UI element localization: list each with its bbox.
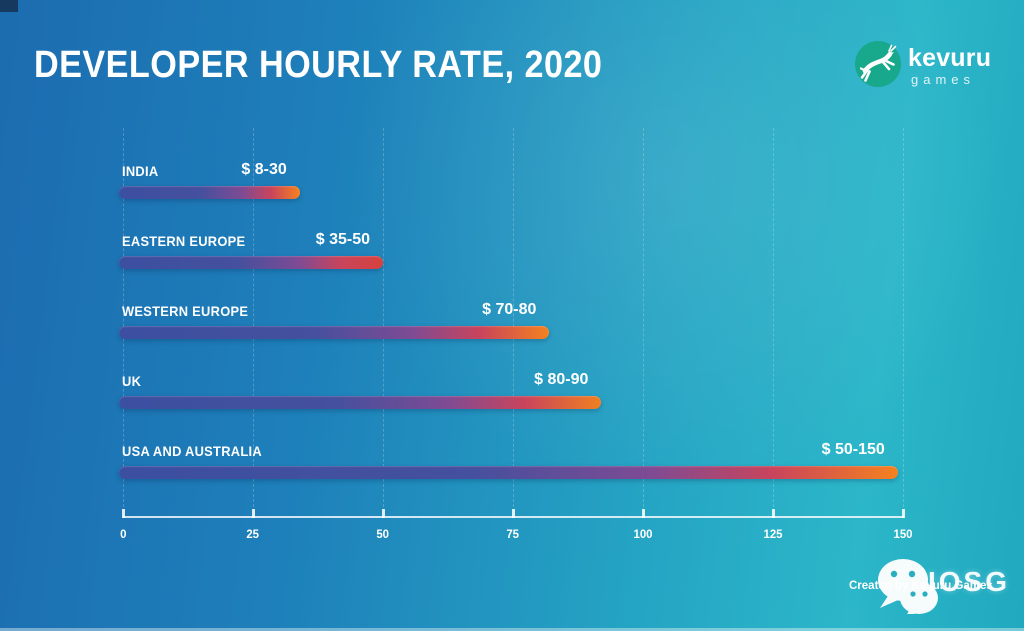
axis-tick-label-100: 100: [633, 527, 653, 541]
gridline-25: [253, 128, 254, 517]
logo-circle: [855, 41, 901, 87]
bar-usa-and-australia: [119, 466, 898, 479]
corner-accent: [0, 0, 18, 12]
gridline-100: [643, 128, 644, 517]
axis-tick-50: [381, 509, 385, 518]
axis-tick-0: [121, 509, 125, 518]
axis-tick-100: [641, 509, 645, 518]
page-title: DEVELOPER HOURLY RATE, 2020: [34, 44, 666, 87]
page-title-text: DEVELOPER HOURLY RATE, 2020: [34, 44, 603, 86]
brand-subtitle: games: [911, 72, 976, 87]
axis-tick-125: [771, 509, 775, 518]
category-label-india: INDIA: [122, 163, 159, 179]
value-label-western-europe: $ 70-80: [482, 301, 537, 318]
bar-eastern-europe: [119, 256, 383, 269]
watermark-label: IOSG: [928, 566, 1011, 597]
wechat-icon: [872, 556, 940, 619]
gridline-0: [123, 128, 124, 517]
category-label-uk: UK: [122, 373, 142, 389]
gridline-75: [513, 128, 514, 517]
category-label-usa-and-australia: USA AND AUSTRALIA: [122, 443, 262, 459]
brand-name: kevuru: [908, 44, 992, 72]
axis-tick-label-50: 50: [376, 527, 390, 541]
bar-western-europe: [119, 326, 550, 339]
bar-india: [119, 186, 300, 199]
axis-tick-label-25: 25: [246, 527, 260, 541]
axis-tick-label-0: 0: [119, 527, 127, 541]
bar-uk: [119, 396, 602, 409]
value-label-uk: $ 80-90: [534, 371, 589, 388]
gridline-150: [903, 128, 904, 517]
axis-tick-label-150: 150: [893, 527, 913, 541]
value-label-usa-and-australia: $ 50-150: [821, 441, 885, 458]
axis-tick-75: [511, 509, 515, 518]
gridline-50: [383, 128, 384, 517]
category-label-western-europe: WESTERN EUROPE: [122, 303, 249, 319]
gazelle-icon: [859, 44, 897, 82]
gridline-125: [773, 128, 774, 517]
bottom-edge-line: [0, 628, 1024, 631]
axis-tick-label-75: 75: [506, 527, 520, 541]
axis-tick-label-125: 125: [763, 527, 783, 541]
value-label-eastern-europe: $ 35-50: [315, 231, 370, 248]
axis-tick-25: [251, 509, 255, 518]
category-label-eastern-europe: EASTERN EUROPE: [122, 233, 246, 249]
value-label-india: $ 8-30: [241, 161, 287, 178]
axis-tick-150: [901, 509, 905, 518]
